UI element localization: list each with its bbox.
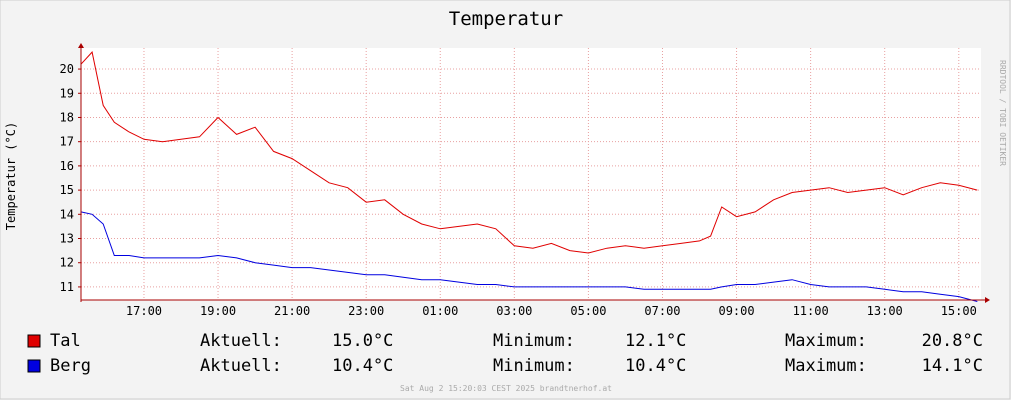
- x-tick-label: 13:00: [867, 304, 903, 318]
- x-tick-label: 17:00: [126, 304, 162, 318]
- x-tick-label: 15:00: [941, 304, 977, 318]
- x-tick-label: 21:00: [274, 304, 310, 318]
- y-tick-label: 15: [60, 183, 74, 197]
- y-axis-label: Temperatur (°C): [4, 122, 18, 230]
- legend-swatch: [27, 359, 41, 373]
- x-tick-label: 19:00: [200, 304, 236, 318]
- footer: Sat Aug 2 15:20:03 CEST 2025 brandtnerho…: [400, 384, 612, 393]
- legend-label: Maximum:: [785, 356, 867, 376]
- legend-value: 10.4°C: [332, 356, 393, 376]
- legend-name: Berg: [50, 356, 91, 376]
- y-arrow: [78, 43, 84, 48]
- side-label: RRDTOOL / TOBI OETIKER: [998, 60, 1007, 166]
- x-tick-label: 07:00: [644, 304, 680, 318]
- x-arrow: [985, 297, 990, 303]
- y-tick-label: 18: [60, 110, 74, 124]
- x-tick-label: 03:00: [496, 304, 532, 318]
- plot-area: [81, 48, 981, 300]
- x-tick-label: 05:00: [570, 304, 606, 318]
- legend-swatch: [27, 334, 41, 348]
- legend-value: 10.4°C: [625, 356, 686, 376]
- series-line: [80, 211, 978, 302]
- y-tick-label: 12: [60, 256, 74, 270]
- legend-name: Tal: [50, 331, 81, 351]
- legend-label: Aktuell:: [200, 331, 282, 351]
- y-tick-label: 11: [60, 280, 74, 294]
- series-line: [80, 51, 978, 254]
- chart-title: Temperatur: [449, 8, 563, 30]
- x-tick-label: 11:00: [793, 304, 829, 318]
- y-tick-label: 17: [60, 135, 74, 149]
- y-tick-label: 19: [60, 86, 74, 100]
- y-tick-label: 16: [60, 159, 74, 173]
- legend-label: Minimum:: [493, 356, 575, 376]
- legend-value: 20.8°C: [922, 331, 983, 351]
- legend-label: Maximum:: [785, 331, 867, 351]
- legend-label: Aktuell:: [200, 356, 282, 376]
- legend-value: 12.1°C: [625, 331, 686, 351]
- legend-value: 15.0°C: [332, 331, 393, 351]
- y-tick-label: 20: [60, 62, 74, 76]
- x-tick-label: 09:00: [718, 304, 754, 318]
- lines: [80, 51, 978, 302]
- x-tick-label: 23:00: [348, 304, 384, 318]
- legend: Tal Aktuell: 15.0°C Minimum: 12.1°C Maximum: 2…: [27, 331, 983, 376]
- legend-value: 14.1°C: [922, 356, 983, 376]
- y-tick-label: 13: [60, 232, 74, 246]
- y-tick-label: 14: [60, 207, 74, 221]
- x-tick-label: 01:00: [422, 304, 458, 318]
- legend-label: Minimum:: [493, 331, 575, 351]
